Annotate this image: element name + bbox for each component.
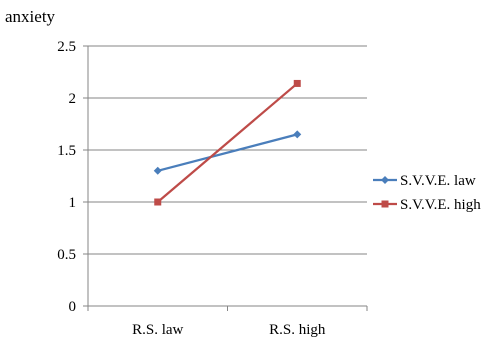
legend-label: S.V.V.E. high [400,197,481,213]
y-tick-label: 0.5 [57,247,76,263]
series-line [157,133,298,172]
legend-item: S.V.V.E. law [373,173,476,189]
y-tick-label: 2.5 [57,39,76,55]
x-tick-label: R.S. high [269,322,326,338]
data-point-square [293,79,301,87]
y-tick-label: 0 [69,299,77,315]
data-point-diamond [381,176,389,184]
data-point-diamond [293,130,302,139]
x-tick-label: R.S. law [132,322,183,338]
gridlines [88,45,367,307]
axis-labels: 0 0.5 1 1.5 2 2.5 R.S. law R.S. high anxiety [5,7,326,338]
y-tick-label: 1 [69,195,77,211]
legend: S.V.V.E. law S.V.V.E. high [373,173,481,213]
series-lines [157,82,298,203]
legend-item: S.V.V.E. high [373,197,481,213]
data-point-square [154,198,162,206]
y-tick-label: 2 [69,91,77,107]
data-point-diamond [153,166,162,175]
legend-label: S.V.V.E. law [400,173,476,189]
series-line [157,82,298,203]
axes [83,45,368,311]
y-tick-label: 1.5 [57,143,76,159]
data-point-square [381,200,389,208]
y-axis-title: anxiety [5,7,56,26]
series-markers [153,79,302,206]
